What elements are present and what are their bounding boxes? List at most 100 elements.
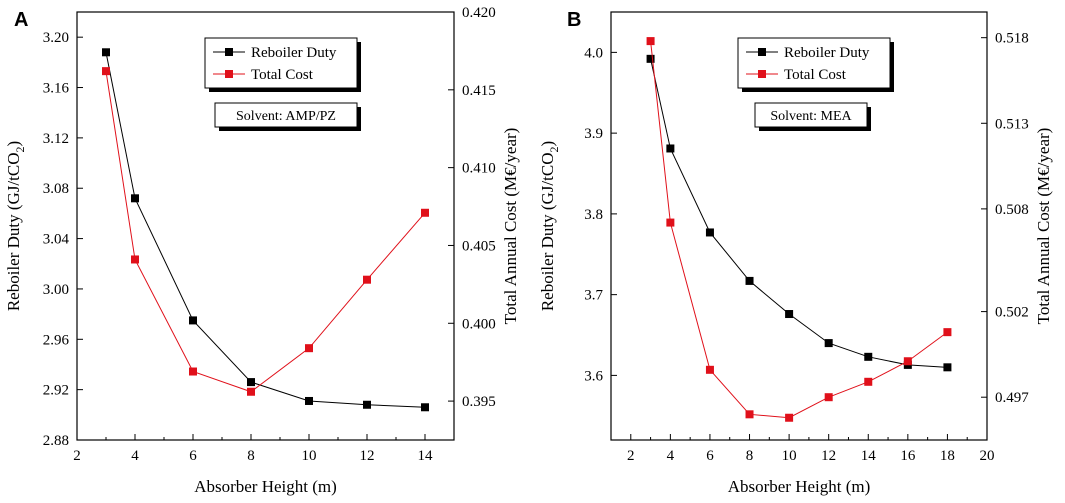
y-left-tick-label: 4.0 xyxy=(584,45,603,61)
x-tick-label: 6 xyxy=(706,448,714,464)
y-left-axis-title-main: Reboiler Duty (GJ/tCO xyxy=(4,153,23,312)
data-point-reboiler-duty xyxy=(102,48,110,57)
y-left-tick-label: 3.9 xyxy=(584,126,603,142)
y-right-tick-label: 0.518 xyxy=(995,31,1029,47)
data-point-reboiler-duty xyxy=(131,194,139,203)
data-point-reboiler-duty xyxy=(943,363,952,372)
data-point-total-cost xyxy=(305,344,313,353)
legend-box xyxy=(204,37,358,89)
data-point-reboiler-duty xyxy=(189,316,197,325)
y-left-axis-title-main: Reboiler Duty (GJ/tCO xyxy=(538,153,557,312)
panel-label: B xyxy=(567,9,581,31)
y-left-tick-label: 3.8 xyxy=(584,207,603,223)
y-left-tick-label: 3.7 xyxy=(584,288,603,304)
x-tick-label: 18 xyxy=(940,448,955,464)
data-point-total-cost xyxy=(705,365,714,374)
y-left-tick-label: 3.04 xyxy=(43,232,70,248)
data-point-reboiler-duty xyxy=(705,228,714,237)
data-point-reboiler-duty xyxy=(745,276,754,285)
y-right-axis-title: Total Annual Cost (M€/year) xyxy=(1034,128,1053,325)
x-tick-label: 12 xyxy=(821,448,836,464)
legend-label: Reboiler Duty xyxy=(251,45,337,61)
y-left-tick-label: 2.92 xyxy=(43,383,69,399)
x-tick-label: 12 xyxy=(360,448,375,464)
y-left-axis-title-subscript: 2 xyxy=(547,147,561,153)
x-tick-label: 14 xyxy=(418,448,434,464)
data-point-total-cost xyxy=(189,367,197,376)
y-left-tick-label: 3.16 xyxy=(43,81,70,97)
data-point-reboiler-duty xyxy=(824,339,833,348)
solvent-box xyxy=(754,102,868,128)
x-tick-label: 4 xyxy=(667,448,675,464)
plot-frame xyxy=(610,11,988,441)
panel-label: A xyxy=(14,9,28,31)
y-right-tick-label: 0.513 xyxy=(995,116,1029,132)
data-point-reboiler-duty xyxy=(646,54,655,63)
data-point-reboiler-duty xyxy=(363,400,371,409)
data-point-total-cost xyxy=(864,377,873,386)
x-tick-label: 6 xyxy=(189,448,197,464)
x-tick-label: 2 xyxy=(627,448,635,464)
x-tick-label: 10 xyxy=(302,448,317,464)
data-point-total-cost xyxy=(102,67,110,76)
legend-label: Total Cost xyxy=(251,67,314,83)
x-tick-label: 10 xyxy=(782,448,797,464)
data-point-total-cost xyxy=(247,387,255,396)
x-tick-label: 16 xyxy=(900,448,916,464)
legend-marker xyxy=(225,70,233,78)
y-right-tick-label: 0.502 xyxy=(995,305,1029,321)
solvent-box xyxy=(214,102,358,128)
data-point-total-cost xyxy=(745,410,754,419)
y-left-tick-label: 3.08 xyxy=(43,181,69,197)
y-left-tick-label: 3.00 xyxy=(43,282,69,298)
legend-marker xyxy=(758,48,766,56)
y-right-tick-label: 0.400 xyxy=(462,316,496,332)
y-left-axis-title-end: ) xyxy=(538,141,557,147)
data-point-reboiler-duty xyxy=(785,310,794,319)
legend-box xyxy=(737,37,891,89)
data-point-total-cost xyxy=(824,393,833,402)
legend-label: Reboiler Duty xyxy=(784,45,870,61)
x-tick-label: 8 xyxy=(746,448,754,464)
y-right-tick-label: 0.405 xyxy=(462,238,496,254)
x-tick-label: 14 xyxy=(861,448,877,464)
y-right-tick-label: 0.410 xyxy=(462,161,496,177)
y-right-tick-label: 0.415 xyxy=(462,83,496,99)
y-right-tick-label: 0.508 xyxy=(995,202,1029,218)
data-point-total-cost xyxy=(131,255,139,264)
y-right-tick-label: 0.395 xyxy=(462,394,496,410)
data-point-reboiler-duty xyxy=(247,378,255,387)
data-point-total-cost xyxy=(903,357,912,366)
y-left-axis-title: Reboiler Duty (GJ/tCO2) xyxy=(4,141,27,311)
legend-marker xyxy=(225,48,233,56)
data-point-total-cost xyxy=(785,413,794,422)
y-right-tick-label: 0.497 xyxy=(995,390,1029,406)
y-left-tick-label: 2.96 xyxy=(43,332,70,348)
plot-frame xyxy=(76,11,455,441)
y-left-tick-label: 3.6 xyxy=(584,368,603,384)
data-point-total-cost xyxy=(666,218,675,227)
data-point-total-cost xyxy=(363,275,371,284)
data-point-reboiler-duty xyxy=(305,396,313,405)
legend-marker xyxy=(758,70,766,78)
data-point-total-cost xyxy=(421,208,429,217)
y-left-axis-title-end: ) xyxy=(4,141,23,147)
y-left-tick-label: 2.88 xyxy=(43,433,69,449)
y-left-axis-title: Reboiler Duty (GJ/tCO2) xyxy=(538,141,561,311)
chart-panel-b: B 2 4 6 8 10 12 14 16 18 20 3.6 3.7 3.8 3.9 4.0 0.497 0.5… xyxy=(538,9,1053,496)
x-axis-title: Absorber Height (m) xyxy=(194,477,337,496)
y-left-axis-title-subscript: 2 xyxy=(13,147,27,153)
y-right-tick-label: 0.420 xyxy=(462,5,496,21)
y-right-axis-title: Total Annual Cost (M€/year) xyxy=(501,128,520,325)
y-left-tick-label: 3.20 xyxy=(43,30,69,46)
legend-label: Total Cost xyxy=(784,67,847,83)
data-point-reboiler-duty xyxy=(421,403,429,412)
x-tick-label: 2 xyxy=(73,448,81,464)
solvent-label: Solvent: AMP/PZ xyxy=(236,109,336,124)
x-tick-label: 20 xyxy=(980,448,995,464)
solvent-label: Solvent: MEA xyxy=(770,109,852,124)
y-left-tick-label: 3.12 xyxy=(43,131,69,147)
x-tick-label: 4 xyxy=(131,448,139,464)
x-axis-title: Absorber Height (m) xyxy=(728,477,871,496)
